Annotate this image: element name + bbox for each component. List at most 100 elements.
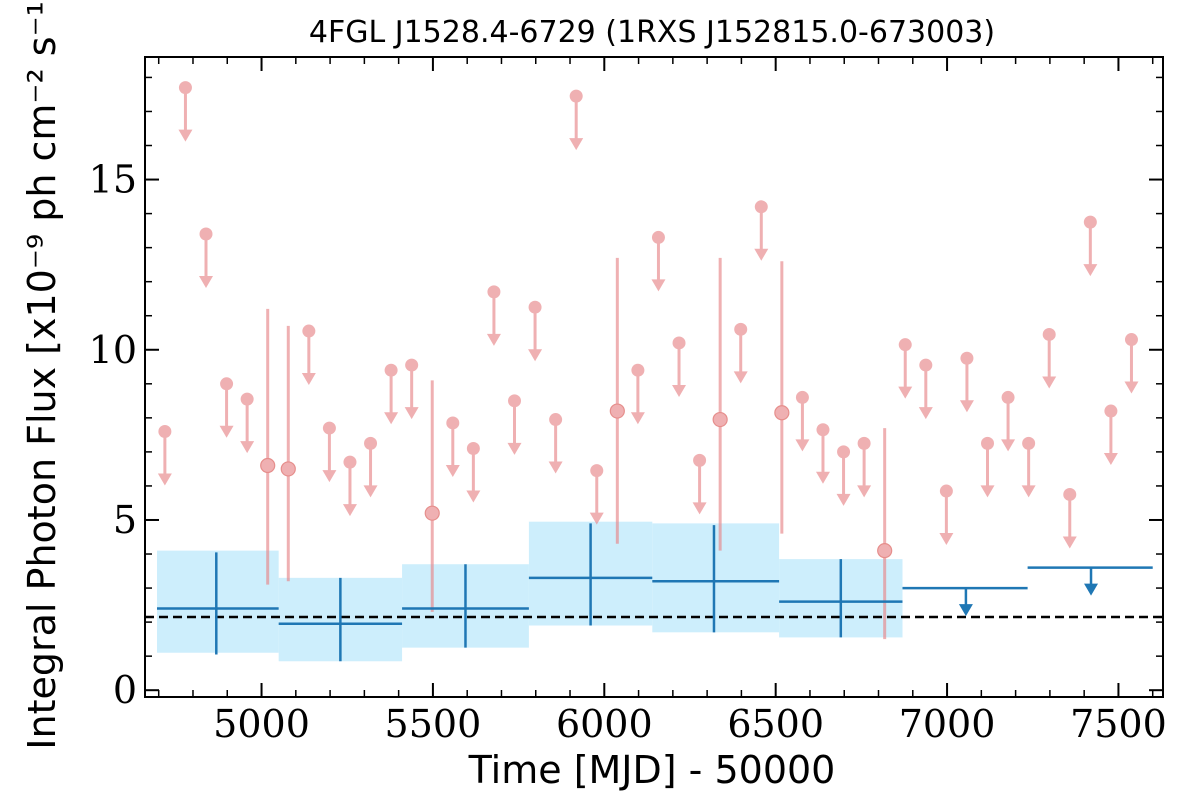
long-bin-point-3: [528, 523, 653, 626]
upper-limit-arrow: [219, 425, 234, 438]
upper-limit-marker: [837, 445, 851, 459]
upper-limit-arrow: [692, 502, 707, 515]
y-tick-label: 10: [89, 328, 137, 372]
short-bin-point-41: [1001, 390, 1016, 452]
short-bin-point-9: [342, 455, 357, 517]
upper-limit-arrow: [466, 490, 481, 503]
short-bin-point-43: [1042, 327, 1057, 389]
axes: 5000 5500 6000 6500 7000 7500 0 5 10 15: [89, 56, 1167, 746]
upper-limit-marker: [569, 89, 583, 103]
upper-limit-marker: [220, 377, 234, 391]
y-tick-label: 0: [113, 668, 137, 712]
upper-limit-marker: [672, 336, 686, 350]
upper-limit-marker: [816, 423, 830, 437]
upper-limit-arrow: [1083, 264, 1098, 277]
upper-limit-marker: [919, 358, 933, 372]
short-bin-point-11: [384, 363, 399, 425]
long-bin-point-0: [156, 552, 279, 655]
short-bin-point-46: [1103, 404, 1118, 466]
upper-limit-marker: [1104, 404, 1118, 418]
data-marker: [424, 505, 440, 521]
upper-limit-arrow: [486, 333, 501, 346]
short-bin-point-34: [857, 436, 872, 498]
upper-limit-arrow: [445, 464, 460, 477]
short-bin-point-7: [301, 324, 316, 386]
upper-limit-arrow: [815, 471, 830, 484]
x-axis-label: Time [MJD] - 50000: [468, 748, 836, 792]
short-bin-point-14: [445, 416, 460, 477]
data-marker: [877, 543, 893, 559]
uncertainty-band-4: [652, 523, 780, 633]
upper-limit-marker: [1124, 333, 1138, 347]
upper-limit-arrow: [240, 441, 255, 454]
upper-limit-arrow: [322, 470, 337, 483]
upper-limit-arrow: [733, 371, 748, 384]
data-marker: [280, 461, 296, 477]
upper-limit-arrow: [857, 485, 872, 498]
upper-limit-marker: [754, 200, 768, 214]
upper-limit-marker: [322, 421, 336, 435]
upper-limit-arrow: [548, 461, 563, 474]
upper-limit-arrow: [157, 473, 172, 486]
long-bin-point-1: [278, 577, 403, 662]
upper-limit-arrow: [178, 129, 193, 142]
upper-limit-marker: [1001, 390, 1015, 404]
upper-limit-arrow: [672, 384, 687, 397]
short-bin-series: [157, 81, 1139, 640]
long-bin-series: [156, 523, 1153, 662]
short-bin-point-28: [733, 322, 748, 384]
upper-limit-marker: [487, 285, 501, 299]
short-bin-point-35: [877, 428, 893, 640]
upper-limit-marker: [1083, 215, 1097, 229]
short-bin-point-20: [569, 89, 584, 151]
x-tick-label: 7500: [1070, 702, 1167, 746]
upper-limit-marker: [651, 230, 665, 244]
upper-limit-arrow: [980, 485, 995, 498]
short-bin-point-21: [589, 464, 604, 525]
short-bin-point-38: [939, 484, 954, 546]
upper-limit-marker: [590, 464, 604, 478]
upper-limit-arrow: [384, 412, 399, 425]
upper-limit-arrow: [754, 248, 769, 261]
plot-frame: [144, 56, 1164, 698]
short-bin-point-4: [240, 392, 255, 454]
short-bin-point-45: [1083, 215, 1098, 277]
upper-limit-arrow: [918, 407, 933, 420]
upper-limit-arrow: [959, 400, 974, 413]
chart-title: 4FGL J1528.4-6729 (1RXS J152815.0-673003…: [309, 15, 995, 50]
upper-limit-marker: [466, 441, 480, 455]
upper-limit-arrow: [1084, 583, 1099, 596]
short-bin-point-44: [1062, 487, 1077, 549]
upper-limit-marker: [981, 436, 995, 450]
upper-limit-marker: [446, 416, 460, 430]
short-bin-point-24: [651, 230, 666, 292]
y-tick-label: 15: [89, 158, 137, 202]
y-axis-label: Integral Photon Flux [x10⁻⁹ ph cm⁻² s⁻¹]: [20, 0, 64, 750]
short-bin-point-1: [178, 81, 193, 142]
upper-limit-marker: [405, 358, 419, 372]
upper-limit-marker: [384, 363, 398, 377]
short-bin-point-15: [466, 441, 481, 503]
short-bin-point-27: [712, 257, 728, 551]
upper-limit-marker: [960, 351, 974, 365]
upper-limit-marker: [939, 484, 953, 498]
upper-limit-marker: [507, 394, 521, 408]
upper-limit-arrow: [1062, 536, 1077, 549]
upper-limit-marker: [734, 322, 748, 336]
x-tick-label: 7000: [899, 702, 996, 746]
short-bin-point-25: [672, 336, 687, 397]
short-bin-point-47: [1124, 333, 1139, 394]
short-bin-point-5: [260, 308, 276, 585]
uncertainty-band-0: [156, 550, 279, 653]
upper-limit-marker: [693, 453, 707, 467]
upper-limit-marker: [1042, 327, 1056, 341]
short-bin-point-8: [322, 421, 337, 483]
x-tick-label: 5500: [385, 702, 482, 746]
short-bin-point-12: [404, 358, 419, 420]
upper-limit-marker: [857, 436, 871, 450]
data-marker: [260, 457, 276, 474]
upper-limit-arrow: [1103, 453, 1118, 466]
short-bin-point-33: [836, 445, 851, 506]
short-bin-point-13: [424, 380, 440, 612]
